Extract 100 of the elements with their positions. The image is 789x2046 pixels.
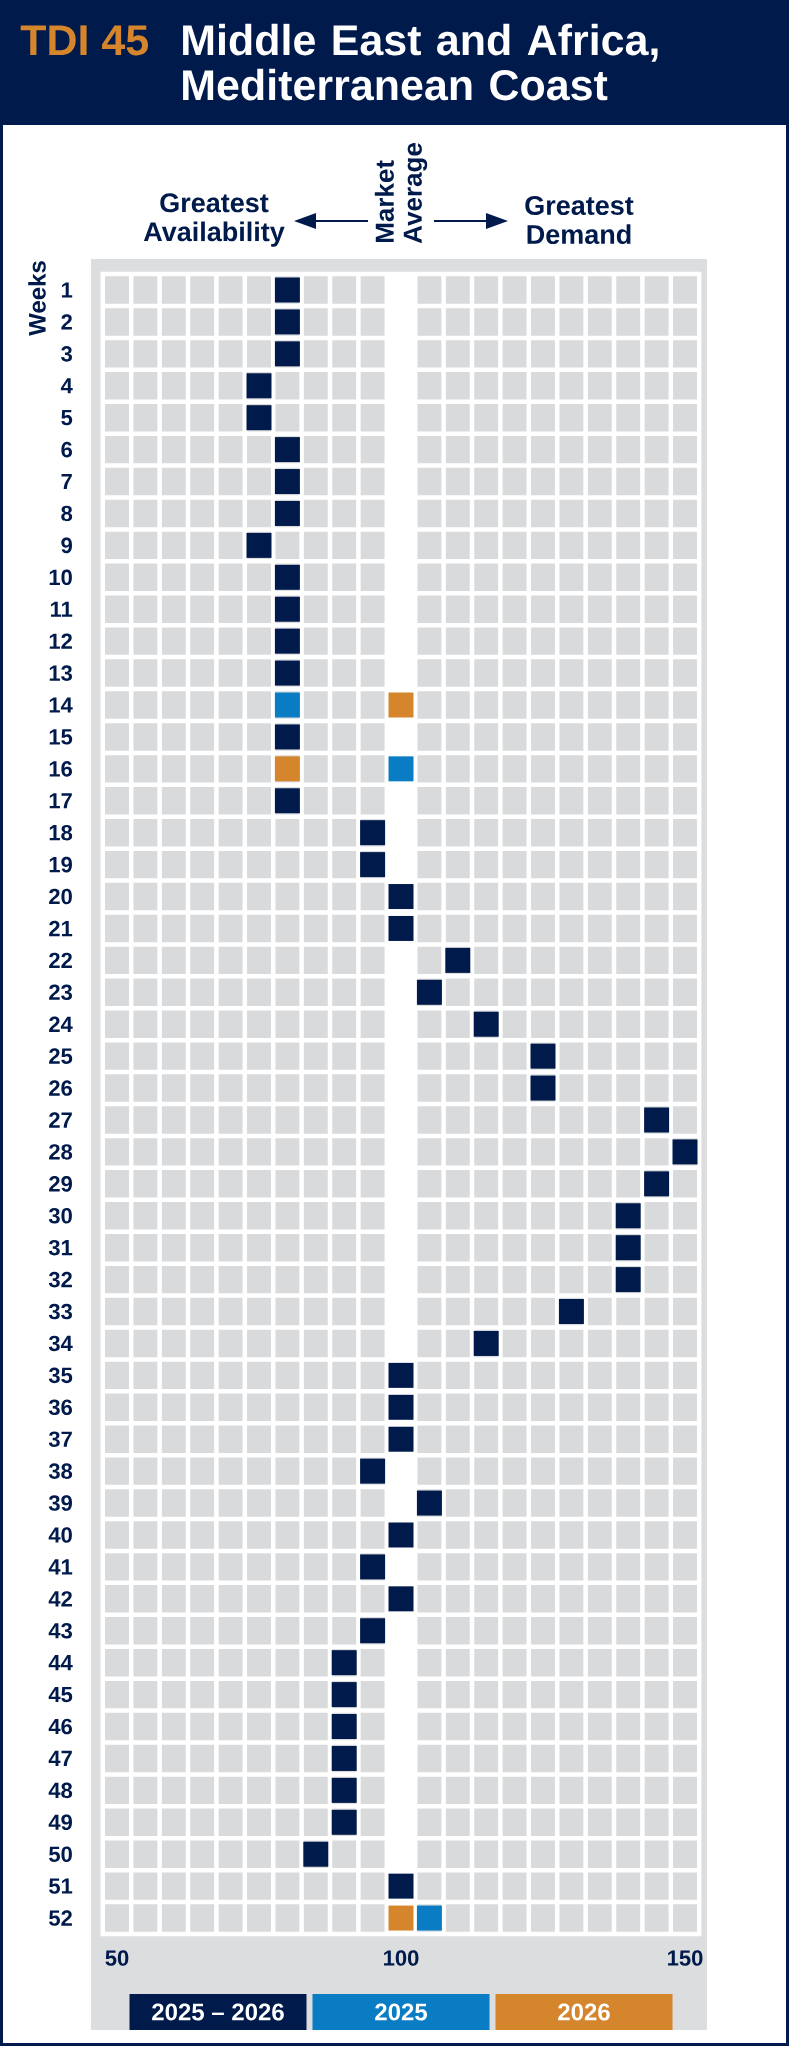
y-tick-label: 18 bbox=[49, 824, 73, 841]
point bbox=[246, 405, 272, 431]
y-tick-label: 29 bbox=[49, 1176, 72, 1192]
text: Greatest Availability bbox=[143, 193, 285, 247]
point bbox=[274, 437, 300, 463]
y-tick-label: 16 bbox=[49, 761, 72, 777]
y-tick-label: 42 bbox=[48, 1591, 72, 1607]
point bbox=[360, 852, 386, 878]
point bbox=[360, 1554, 386, 1580]
y-tick-label: 13 bbox=[49, 665, 72, 681]
point bbox=[360, 820, 386, 846]
point bbox=[274, 788, 300, 814]
point bbox=[303, 1841, 329, 1867]
point bbox=[644, 1107, 670, 1133]
point bbox=[274, 660, 300, 686]
y-tick-label: 38 bbox=[48, 1463, 73, 1479]
y-tick-label: 37 bbox=[48, 1431, 72, 1448]
point bbox=[246, 373, 272, 399]
y-tick-label: 23 bbox=[49, 984, 72, 1001]
point bbox=[388, 1394, 414, 1420]
point bbox=[416, 1490, 442, 1516]
point bbox=[360, 1618, 386, 1644]
point bbox=[416, 979, 442, 1005]
y-tick-label: 49 bbox=[48, 1814, 72, 1831]
point bbox=[388, 1522, 414, 1548]
y-tick-label: 24 bbox=[49, 1016, 73, 1032]
text: 2025 bbox=[375, 2003, 428, 2021]
y-tick-label: 7 bbox=[61, 473, 72, 490]
point bbox=[274, 596, 300, 622]
y-tick-label: 12 bbox=[49, 633, 72, 649]
y-tick-label: 1 bbox=[61, 282, 73, 298]
y-tick-label: 25 bbox=[49, 1048, 73, 1064]
point bbox=[331, 1650, 357, 1676]
point bbox=[388, 692, 414, 718]
y-tick-label: 27 bbox=[49, 1112, 72, 1128]
y-tick-label: 39 bbox=[48, 1495, 72, 1511]
point bbox=[388, 756, 414, 782]
y-tick-label: 48 bbox=[48, 1782, 73, 1799]
y-tick-label: 5 bbox=[61, 410, 73, 426]
point bbox=[530, 1043, 556, 1069]
y-tick-label: 50 bbox=[49, 1846, 72, 1863]
y-tick-label: 32 bbox=[48, 1271, 72, 1288]
y-tick-label: 15 bbox=[49, 729, 73, 745]
point bbox=[274, 277, 300, 303]
y-tick-label: 3 bbox=[61, 346, 72, 362]
point bbox=[672, 1139, 698, 1165]
point bbox=[473, 1330, 499, 1356]
point bbox=[246, 532, 272, 558]
chart-subtitle: Middle East and Africa, Mediterranean Coast bbox=[183, 23, 658, 101]
y-tick-label: 6 bbox=[61, 441, 72, 458]
point bbox=[360, 1458, 386, 1484]
point bbox=[274, 309, 300, 335]
y-tick-label: 4 bbox=[60, 378, 73, 394]
point bbox=[615, 1235, 641, 1261]
y-tick-label: 17 bbox=[49, 793, 72, 809]
point bbox=[331, 1777, 357, 1803]
point bbox=[274, 692, 300, 718]
y-tick-label: 51 bbox=[49, 1878, 73, 1894]
y-axis-title: Weeks bbox=[28, 261, 46, 336]
y-tick-label: 20 bbox=[49, 888, 72, 905]
y-tick-label: 43 bbox=[48, 1622, 72, 1639]
text: 2025 – 2026 bbox=[152, 2003, 284, 2021]
point bbox=[530, 1075, 556, 1101]
point bbox=[388, 915, 414, 941]
point bbox=[331, 1714, 357, 1740]
y-tick-label: 35 bbox=[48, 1367, 73, 1384]
y-tick-label: 31 bbox=[48, 1239, 73, 1256]
y-tick-label: 46 bbox=[48, 1718, 72, 1735]
y-tick-label: 41 bbox=[48, 1559, 73, 1575]
y-tick-label: 28 bbox=[49, 1144, 73, 1160]
point bbox=[274, 564, 300, 590]
y-tick-label: 10 bbox=[49, 569, 72, 586]
y-tick-label: 52 bbox=[49, 1910, 72, 1926]
point bbox=[388, 1586, 414, 1612]
point bbox=[445, 947, 471, 973]
y-tick-label: 45 bbox=[48, 1686, 73, 1703]
y-tick-label: 30 bbox=[48, 1207, 72, 1224]
y-tick-label: 40 bbox=[48, 1527, 72, 1543]
text: Market Average bbox=[374, 143, 428, 244]
y-tick-label: 9 bbox=[61, 537, 72, 554]
point bbox=[388, 884, 414, 910]
point bbox=[388, 1362, 414, 1388]
point bbox=[388, 1426, 414, 1452]
y-tick-label: 2 bbox=[61, 314, 72, 330]
point bbox=[274, 756, 300, 782]
y-tick-label: 26 bbox=[49, 1080, 72, 1096]
y-tick-label: 19 bbox=[49, 856, 72, 873]
point bbox=[473, 1011, 499, 1037]
point bbox=[388, 1873, 414, 1899]
y-tick-label: 44 bbox=[48, 1655, 73, 1671]
x-tick-label: 150 bbox=[668, 1950, 703, 1966]
text: 2026 bbox=[558, 2003, 610, 2021]
point bbox=[274, 341, 300, 367]
point bbox=[331, 1809, 357, 1835]
y-tick-label: 47 bbox=[48, 1750, 72, 1767]
point bbox=[331, 1682, 357, 1708]
point bbox=[644, 1171, 670, 1197]
point bbox=[274, 724, 300, 750]
chart-title: TDI 45 bbox=[20, 25, 149, 56]
x-tick-label: 50 bbox=[105, 1950, 129, 1966]
